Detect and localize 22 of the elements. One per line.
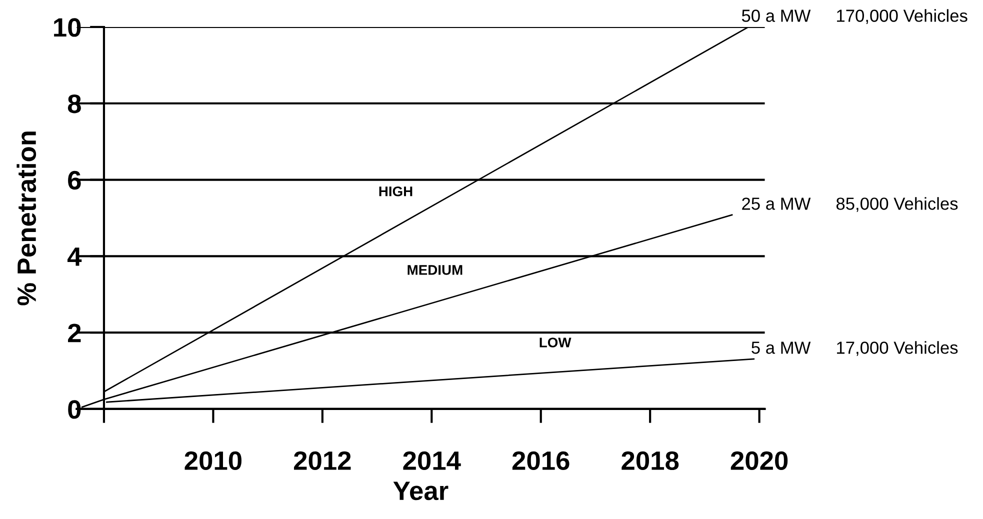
text: 50 a MW	[742, 10, 811, 22]
text: 85,000 Vehicles	[836, 197, 958, 212]
y-tick-label: 10	[54, 18, 81, 37]
x-tick-label: 2020	[730, 451, 788, 470]
x-tick-label: 2018	[622, 451, 679, 470]
x-tick-label: 2012	[294, 451, 351, 470]
annotation: 25 a MW	[742, 198, 811, 210]
y-tick-label: 6	[68, 170, 81, 190]
text: 17,000 Vehicles	[837, 341, 958, 356]
x-tick-label: 2010	[184, 451, 242, 470]
x-tick-label: 2014	[403, 451, 461, 470]
y-tick-label: 4	[67, 248, 82, 266]
y-tick-label: 2	[68, 324, 81, 342]
x-axis-title: Year	[393, 482, 448, 500]
text: 170,000 Vehicles	[837, 9, 968, 24]
y-axis-title: % Penetration	[16, 132, 36, 306]
x-tick-label: 2016	[512, 451, 570, 470]
annotation: 5 a MW	[752, 342, 811, 354]
y-tick-label: 8	[68, 94, 81, 114]
series-label: MEDIUM	[408, 265, 462, 275]
series-label: HIGH	[379, 186, 412, 196]
series-label: LOW	[540, 338, 572, 348]
